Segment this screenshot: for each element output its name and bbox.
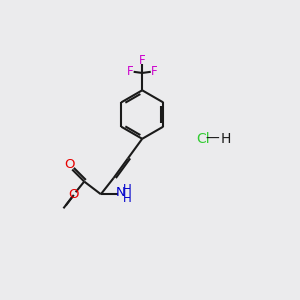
Text: N: N <box>116 186 125 199</box>
Text: —: — <box>206 132 220 146</box>
Text: H: H <box>123 183 131 196</box>
Text: H: H <box>221 132 231 146</box>
Text: F: F <box>127 65 134 78</box>
Text: H: H <box>123 192 131 206</box>
Text: F: F <box>151 65 158 78</box>
Text: O: O <box>64 158 75 171</box>
Text: Cl: Cl <box>196 132 210 146</box>
Text: O: O <box>69 188 79 201</box>
Text: F: F <box>139 54 146 68</box>
